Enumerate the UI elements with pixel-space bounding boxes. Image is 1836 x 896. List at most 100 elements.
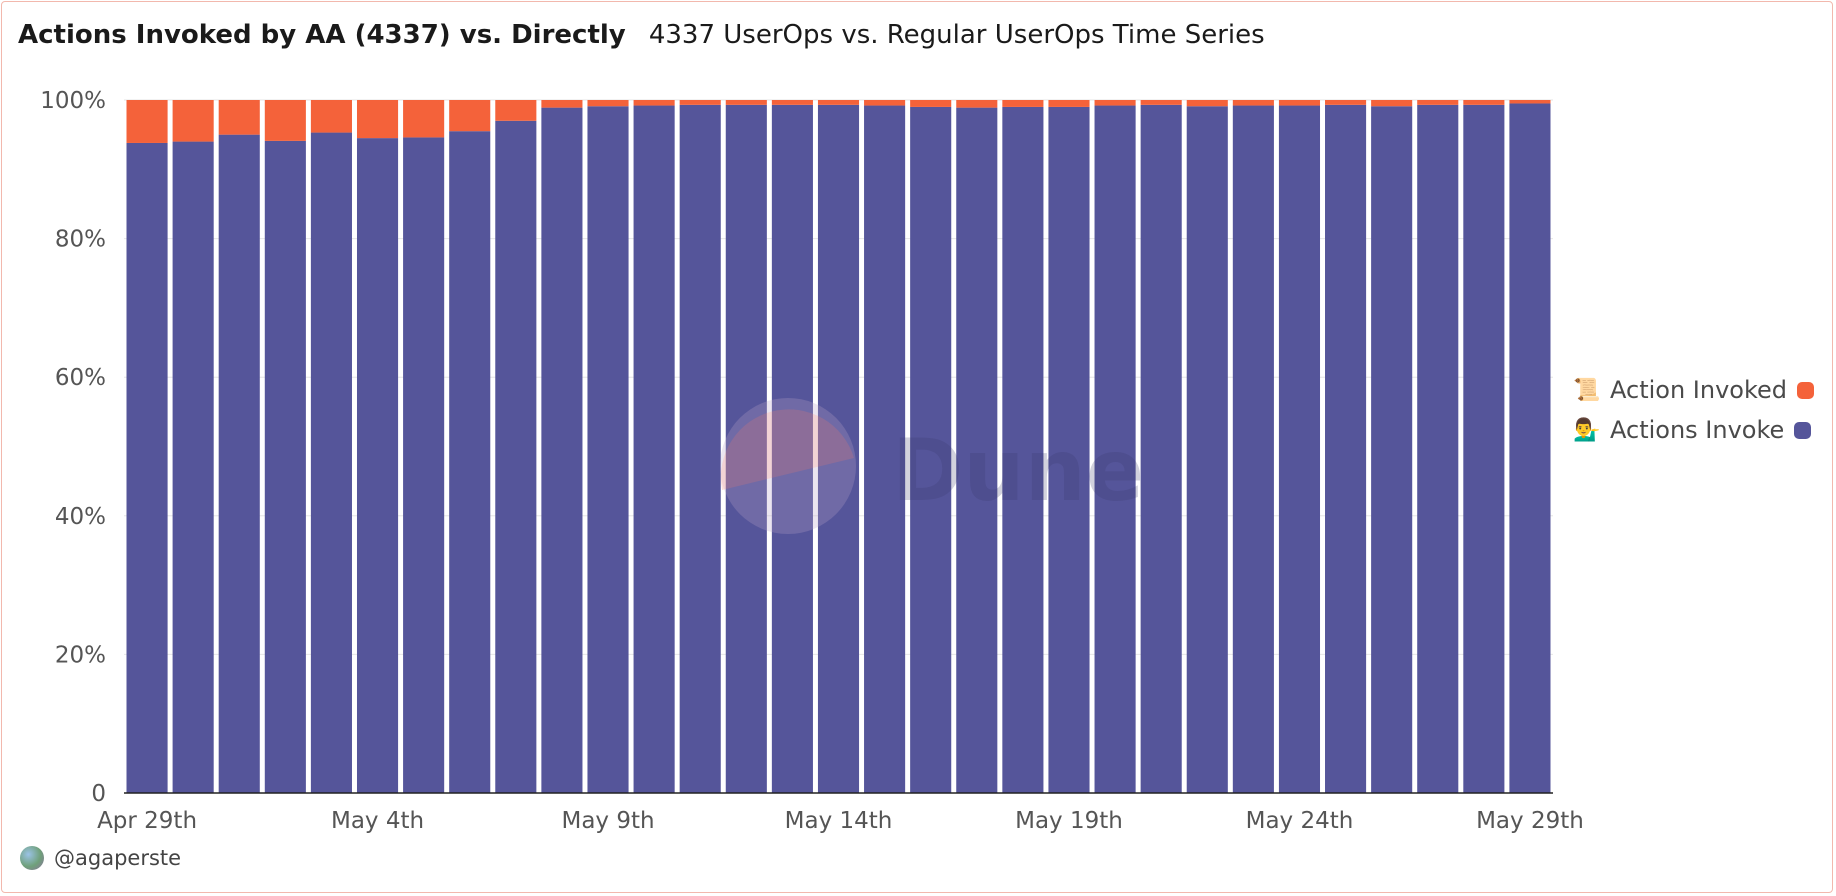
bar-segment-action-invoked[interactable]: [403, 100, 445, 138]
bar-segment-action-invoked[interactable]: [1278, 100, 1321, 106]
bar-stack[interactable]: [218, 100, 260, 793]
bar-segment-action-invoked[interactable]: [218, 100, 260, 135]
bar-segment-action-invoked[interactable]: [1048, 100, 1090, 107]
bar-stack[interactable]: [1371, 100, 1413, 793]
bar-stack[interactable]: [310, 100, 352, 794]
bar-stack[interactable]: [910, 100, 952, 794]
bar-stack[interactable]: [356, 100, 399, 794]
bar-segment-action-invoked[interactable]: [1186, 100, 1228, 107]
bar-segment-action-invoked[interactable]: [310, 100, 352, 133]
x-tick-label: May 9th: [561, 808, 654, 834]
bar-stack[interactable]: [864, 100, 906, 793]
bar-segment-actions-invoke[interactable]: [264, 140, 306, 794]
bar-segment-actions-invoke[interactable]: [1186, 106, 1228, 793]
bar-segment-action-invoked[interactable]: [449, 100, 491, 132]
bar-segment-actions-invoke[interactable]: [403, 137, 445, 793]
bar-segment-actions-invoke[interactable]: [356, 138, 399, 794]
bar-segment-action-invoked[interactable]: [172, 100, 214, 142]
bar-stack[interactable]: [1509, 100, 1551, 794]
bar-segment-action-invoked[interactable]: [495, 100, 537, 121]
chart-header: Actions Invoked by AA (4337) vs. Directl…: [18, 20, 1265, 50]
bar-segment-action-invoked[interactable]: [864, 100, 906, 106]
bar-segment-actions-invoke[interactable]: [817, 104, 860, 793]
bar-stack[interactable]: [403, 100, 445, 793]
bar-segment-action-invoked[interactable]: [679, 100, 721, 105]
bar-stack[interactable]: [679, 100, 721, 793]
bar-segment-actions-invoke[interactable]: [541, 107, 583, 794]
bar-stack[interactable]: [264, 100, 306, 794]
bar-stack[interactable]: [1094, 100, 1136, 793]
x-tick-label: Apr 29th: [97, 808, 197, 834]
bar-segment-actions-invoke[interactable]: [126, 142, 168, 793]
bar-segment-actions-invoke[interactable]: [495, 120, 537, 794]
bar-segment-actions-invoke[interactable]: [172, 141, 214, 793]
bar-segment-actions-invoke[interactable]: [910, 106, 952, 794]
bar-segment-actions-invoke[interactable]: [1463, 104, 1505, 793]
bar-segment-action-invoked[interactable]: [356, 100, 399, 139]
author[interactable]: @agaperste: [20, 846, 181, 870]
bar-segment-action-invoked[interactable]: [541, 100, 583, 108]
bar-segment-action-invoked[interactable]: [817, 100, 860, 105]
bar-segment-action-invoked[interactable]: [956, 100, 998, 108]
bar-segment-actions-invoke[interactable]: [1278, 105, 1321, 793]
bar-segment-action-invoked[interactable]: [910, 100, 952, 107]
bar-stack[interactable]: [1140, 100, 1182, 793]
bar-stack[interactable]: [1048, 100, 1090, 794]
bar-stack[interactable]: [1186, 100, 1228, 793]
bar-segment-action-invoked[interactable]: [771, 100, 813, 105]
bar-segment-action-invoked[interactable]: [587, 100, 629, 107]
x-tick-label: May 29th: [1476, 808, 1584, 834]
bar-segment-action-invoked[interactable]: [1232, 100, 1274, 106]
bar-stack[interactable]: [1463, 100, 1505, 793]
bar-segment-action-invoked[interactable]: [264, 100, 306, 141]
bar-stack[interactable]: [956, 100, 998, 794]
bar-stack[interactable]: [449, 100, 491, 793]
bar-segment-actions-invoke[interactable]: [771, 104, 813, 793]
bar-stack[interactable]: [817, 100, 860, 793]
bar-stack[interactable]: [633, 100, 675, 793]
bar-segment-action-invoked[interactable]: [1094, 100, 1136, 106]
bar-stack[interactable]: [1232, 100, 1274, 793]
bar-segment-actions-invoke[interactable]: [956, 107, 998, 794]
bar-segment-actions-invoke[interactable]: [449, 131, 491, 793]
bar-segment-actions-invoke[interactable]: [587, 106, 629, 793]
bar-segment-actions-invoke[interactable]: [725, 104, 767, 793]
bar-stack[interactable]: [1002, 100, 1044, 794]
bar-stack[interactable]: [771, 100, 813, 793]
bar-segment-action-invoked[interactable]: [1417, 100, 1459, 105]
bar-segment-action-invoked[interactable]: [1371, 100, 1413, 107]
legend-item-actions-invoke[interactable]: 💁‍♂️ Actions Invoke: [1572, 410, 1814, 450]
bar-segment-actions-invoke[interactable]: [864, 105, 906, 793]
bar-segment-actions-invoke[interactable]: [1232, 105, 1274, 793]
bar-stack[interactable]: [1325, 100, 1367, 793]
bar-segment-actions-invoke[interactable]: [310, 132, 352, 794]
bar-segment-actions-invoke[interactable]: [218, 134, 260, 793]
bar-segment-action-invoked[interactable]: [725, 100, 767, 105]
bar-stack[interactable]: [495, 100, 537, 794]
bar-segment-action-invoked[interactable]: [1002, 100, 1044, 107]
bar-segment-action-invoked[interactable]: [1463, 100, 1505, 105]
bar-segment-action-invoked[interactable]: [633, 100, 675, 106]
bar-segment-action-invoked[interactable]: [1509, 100, 1551, 104]
bar-segment-action-invoked[interactable]: [1140, 100, 1182, 105]
bar-segment-actions-invoke[interactable]: [1094, 105, 1136, 793]
bar-segment-actions-invoke[interactable]: [1509, 103, 1551, 794]
bar-stack[interactable]: [541, 100, 583, 794]
bar-segment-actions-invoke[interactable]: [633, 105, 675, 793]
bar-segment-actions-invoke[interactable]: [1325, 104, 1367, 793]
bar-segment-actions-invoke[interactable]: [1048, 106, 1090, 794]
bar-segment-actions-invoke[interactable]: [1002, 106, 1044, 794]
bar-stack[interactable]: [725, 100, 767, 793]
bar-segment-actions-invoke[interactable]: [1371, 106, 1413, 793]
bar-stack[interactable]: [1278, 100, 1321, 793]
bar-segment-actions-invoke[interactable]: [1417, 104, 1459, 793]
bar-stack[interactable]: [1417, 100, 1459, 793]
bar-segment-actions-invoke[interactable]: [679, 104, 721, 793]
bar-segment-action-invoked[interactable]: [126, 100, 168, 143]
bar-stack[interactable]: [587, 100, 629, 793]
bar-segment-actions-invoke[interactable]: [1140, 104, 1182, 793]
legend-item-action-invoked[interactable]: 📜 Action Invoked: [1572, 370, 1815, 410]
bar-segment-action-invoked[interactable]: [1325, 100, 1367, 105]
bar-stack[interactable]: [172, 100, 214, 793]
bar-stack[interactable]: [126, 100, 168, 793]
